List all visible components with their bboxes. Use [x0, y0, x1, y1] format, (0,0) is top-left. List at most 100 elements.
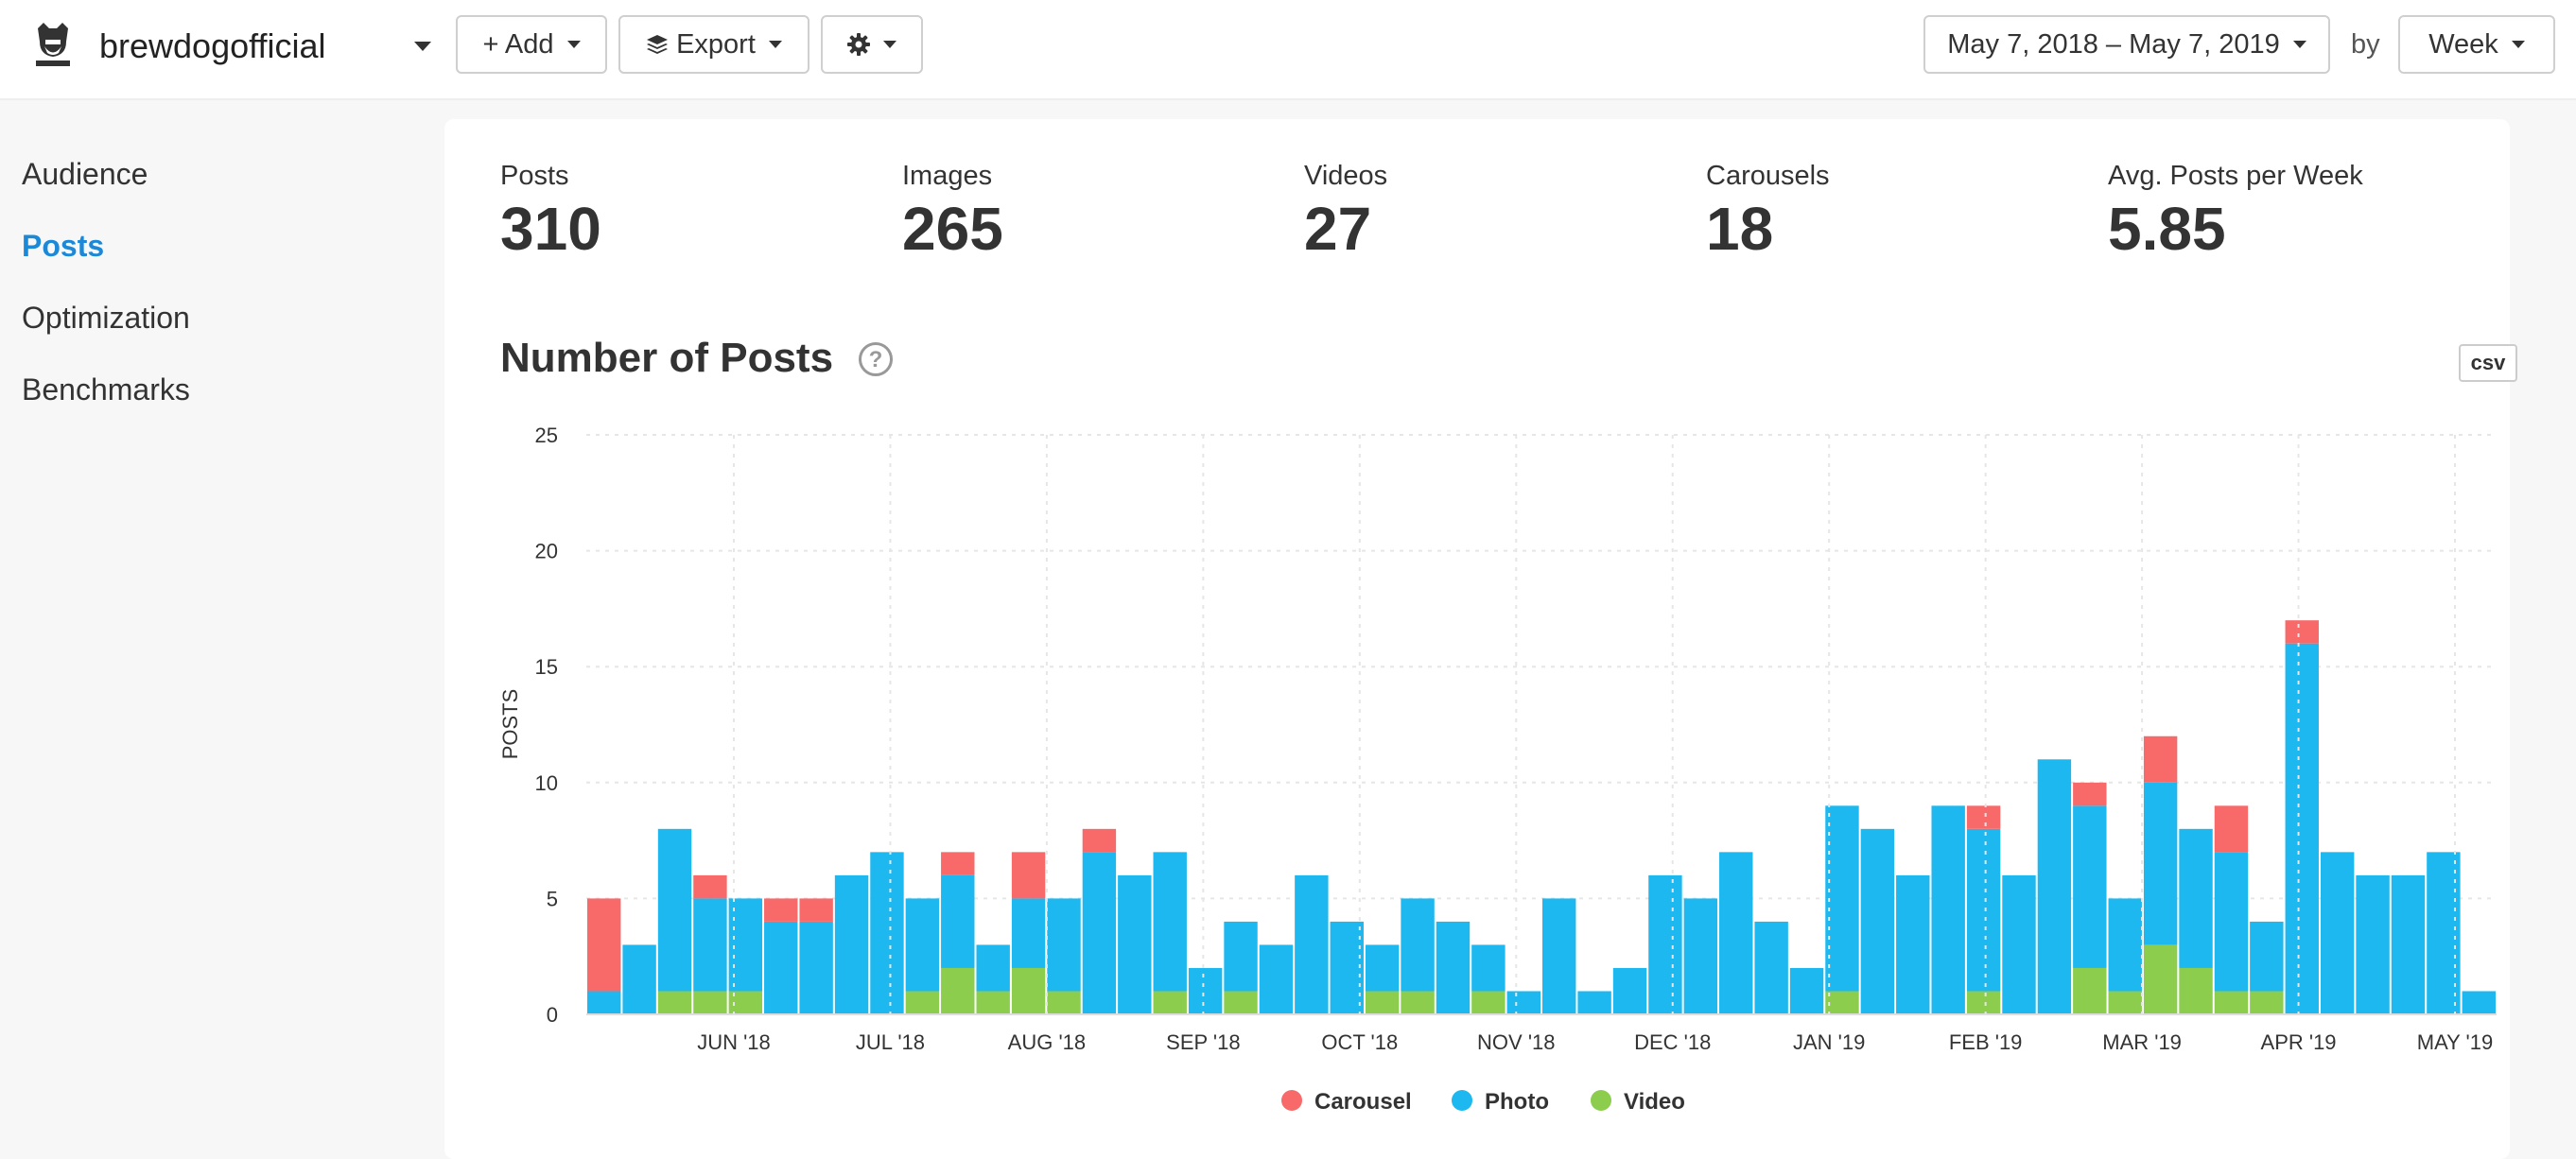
bar-segment-photo: [1754, 921, 1788, 1014]
help-icon[interactable]: ?: [859, 342, 893, 376]
x-tick-label: NOV '18: [1477, 1030, 1555, 1054]
bar-segment-video: [905, 991, 940, 1014]
bar-segment-photo: [1295, 874, 1329, 1014]
sidebar-item-audience[interactable]: Audience: [22, 157, 148, 191]
bar-segment-video: [2143, 944, 2178, 1014]
bar-segment-photo: [2462, 991, 2496, 1014]
sidebar-item-posts[interactable]: Posts: [22, 229, 105, 263]
bar-segment-photo: [2073, 805, 2107, 968]
bar-segment-video: [941, 967, 975, 1014]
stat-posts: Posts 310: [500, 161, 601, 264]
legend-swatch-video: [1591, 1090, 1611, 1111]
add-button-label: + Add: [482, 28, 554, 60]
bar-segment-video: [1401, 991, 1435, 1014]
chevron-down-icon: [2511, 41, 2525, 48]
x-tick-label: FEB '19: [1949, 1030, 2023, 1054]
chevron-down-icon: [768, 41, 782, 48]
stat-carousels: Carousels 18: [1706, 161, 1830, 264]
stat-avg-posts-per-week: Avg. Posts per Week 5.85: [2108, 161, 2363, 264]
bar-segment-photo: [905, 898, 940, 992]
stat-label: Carousels: [1706, 161, 1830, 191]
export-button-label: Export: [676, 28, 756, 60]
sidebar-item-benchmarks[interactable]: Benchmarks: [22, 372, 190, 407]
bar-segment-video: [1153, 991, 1187, 1014]
bar-segment-photo: [976, 944, 1010, 992]
bar-segment-video: [1047, 991, 1081, 1014]
bar-segment-video: [693, 991, 727, 1014]
stat-label: Avg. Posts per Week: [2108, 161, 2363, 191]
bar-segment-photo: [1719, 852, 1753, 1014]
top-bar: brewdogofficial + Add Export May 7, 20: [0, 0, 2576, 100]
bar-segment-video: [657, 991, 692, 1014]
account-dropdown-icon[interactable]: [414, 42, 431, 51]
bar-segment-photo: [2143, 782, 2178, 945]
stat-value: 18: [1706, 195, 1774, 263]
bar-segment-photo: [870, 852, 904, 1014]
bar-segment-photo: [693, 898, 727, 992]
bar-segment-photo: [587, 991, 621, 1014]
y-tick-label: 15: [535, 655, 558, 679]
bar-segment-photo: [1082, 852, 1117, 1014]
interval-label: Week: [2428, 28, 2498, 60]
bar-segment-photo: [1825, 805, 1859, 992]
bar-segment-photo: [2285, 643, 2319, 1014]
brewdog-logo-icon[interactable]: [28, 21, 78, 70]
settings-button[interactable]: [821, 15, 923, 74]
bar-segment-photo: [1188, 967, 1223, 1014]
bar-segment-photo: [1471, 944, 1506, 992]
bar-segment-photo: [1365, 944, 1400, 992]
bar-segment-photo: [1506, 991, 1540, 1014]
bar-segment-carousel: [587, 898, 621, 992]
x-tick-label: SEP '18: [1166, 1030, 1240, 1054]
bar-segment-carousel: [1011, 852, 1046, 899]
sidebar-item-optimization[interactable]: Optimization: [22, 301, 190, 335]
bar-segment-carousel: [1966, 805, 2001, 829]
bar-segment-video: [1471, 991, 1506, 1014]
stat-value: 5.85: [2108, 195, 2226, 263]
chevron-down-icon: [883, 41, 896, 48]
export-button[interactable]: Export: [618, 15, 809, 74]
bar-segment-photo: [1542, 898, 1576, 1014]
bar-segment-video: [1825, 991, 1859, 1014]
bar-segment-carousel: [2073, 782, 2107, 806]
stat-images: Images 265: [902, 161, 1003, 264]
legend-swatch-photo: [1452, 1090, 1472, 1111]
bar-segment-photo: [2320, 852, 2355, 1014]
x-tick-label: DEC '18: [1634, 1030, 1711, 1054]
bar-segment-photo: [622, 944, 656, 1014]
bar-segment-video: [2073, 967, 2107, 1014]
chevron-down-icon: [566, 41, 581, 48]
bar-segment-photo: [2427, 852, 2461, 1014]
bar-segment-photo: [1683, 898, 1718, 1014]
date-range-select[interactable]: May 7, 2018 – May 7, 2019: [1923, 15, 2330, 74]
bar-segment-photo: [1330, 921, 1364, 1014]
bar-segment-carousel: [941, 852, 975, 875]
interval-select[interactable]: Week: [2398, 15, 2555, 74]
stat-label: Images: [902, 161, 993, 191]
y-tick-label: 25: [535, 424, 558, 447]
bar-segment-photo: [799, 921, 833, 1014]
x-tick-label: JUN '18: [697, 1030, 771, 1054]
bar-segment-photo: [1118, 874, 1152, 1014]
bar-segment-video: [1365, 991, 1400, 1014]
bar-segment-video: [2250, 991, 2284, 1014]
date-range-label: May 7, 2018 – May 7, 2019: [1947, 28, 2280, 60]
bar-segment-photo: [1153, 852, 1187, 992]
bar-segment-video: [976, 991, 1010, 1014]
y-tick-label: 0: [547, 1003, 558, 1027]
add-button[interactable]: + Add: [456, 15, 607, 74]
bar-segment-photo: [2037, 759, 2072, 1014]
account-name[interactable]: brewdogofficial: [99, 26, 326, 65]
legend-label-carousel: Carousel: [1314, 1089, 1412, 1115]
bar-segment-photo: [2356, 874, 2390, 1014]
bar-segment-video: [2108, 991, 2142, 1014]
x-tick-label: AUG '18: [1008, 1030, 1086, 1054]
bar-segment-photo: [1612, 967, 1647, 1014]
csv-button[interactable]: csv: [2459, 344, 2517, 382]
stat-label: Posts: [500, 161, 569, 191]
bar-segment-photo: [2214, 852, 2249, 992]
bar-segment-photo: [1896, 874, 1930, 1014]
bar-segment-photo: [1789, 967, 1824, 1014]
gear-icon: [847, 33, 870, 56]
bar-segment-photo: [2391, 874, 2426, 1014]
